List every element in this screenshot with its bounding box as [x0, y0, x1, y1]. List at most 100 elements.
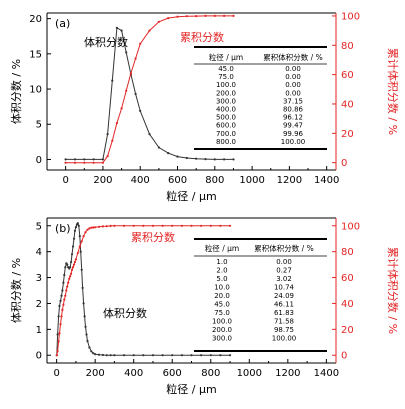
data-point — [101, 161, 104, 164]
data-point — [219, 224, 222, 227]
y-left-axis-title: 体积分数 / % — [9, 258, 23, 323]
data-point — [72, 263, 76, 266]
table-header-size: 粒径 / μm — [209, 52, 243, 62]
data-point — [171, 224, 174, 227]
table-cell-size: 200.0 — [216, 89, 236, 97]
data-point — [74, 258, 77, 261]
y-right-tick-label: 80 — [341, 41, 354, 52]
data-point — [232, 158, 235, 161]
data-point — [123, 224, 126, 227]
table-header-size: 粒径 / μm — [205, 243, 239, 253]
table-cell-size: 700.0 — [216, 130, 236, 138]
data-point — [78, 245, 81, 248]
data-point — [148, 133, 151, 136]
data-point — [57, 340, 60, 343]
data-point — [142, 354, 145, 357]
data-point — [79, 250, 82, 253]
y-right-tick-label: 100 — [341, 11, 360, 22]
data-point — [58, 332, 61, 335]
table-cell-size: 10.0 — [214, 284, 230, 292]
y-left-tick-label: 5 — [36, 120, 42, 131]
data-point — [185, 15, 188, 18]
data-point — [97, 353, 101, 356]
table-cell-size: 1.0 — [216, 258, 227, 266]
table-cell-cumulative: 0.00 — [285, 65, 301, 73]
table-cell-cumulative: 24.09 — [274, 292, 294, 300]
table-cell-cumulative: 0.00 — [285, 81, 301, 89]
table-cell-cumulative: 99.96 — [283, 130, 304, 138]
data-point — [232, 14, 235, 17]
data-point — [77, 224, 80, 227]
data-point — [90, 350, 93, 353]
data-point — [59, 299, 62, 302]
y-right-tick-label: 40 — [341, 299, 354, 310]
data-point — [58, 304, 61, 308]
table-cell-cumulative: 61.83 — [274, 309, 294, 317]
x-tick-label: 200 — [86, 368, 105, 379]
data-point — [57, 315, 60, 318]
data-point — [113, 354, 116, 357]
x-tick-label: 600 — [163, 368, 182, 379]
x-tick-label: 1400 — [314, 175, 339, 186]
data-point — [56, 350, 59, 353]
y-right-tick-label: 100 — [341, 221, 360, 232]
data-point — [115, 26, 118, 29]
y-left-tick-label: 15 — [29, 49, 42, 60]
data-point — [200, 224, 203, 227]
data-point — [70, 272, 73, 275]
x-tick-label: 800 — [201, 368, 220, 379]
data-point — [80, 240, 83, 243]
data-point — [176, 15, 179, 18]
data-point — [167, 152, 170, 155]
table-cell-cumulative: 10.74 — [274, 284, 295, 292]
data-point — [76, 222, 79, 225]
x-axis-title: 粒径 / μm — [166, 189, 216, 203]
data-point — [176, 155, 179, 158]
y-left-axis-title: 体积分数 / % — [9, 59, 23, 124]
data-point — [84, 231, 87, 234]
data-point — [60, 315, 63, 318]
data-point — [69, 275, 72, 278]
table-cell-size: 500.0 — [216, 114, 236, 122]
data-point — [223, 158, 226, 161]
table-cell-size: 75.0 — [218, 73, 234, 81]
data-point — [76, 251, 79, 255]
data-point — [105, 225, 108, 228]
data-point — [106, 155, 109, 158]
data-point — [167, 17, 170, 20]
data-point — [61, 308, 64, 311]
data-point — [70, 260, 73, 264]
data-point — [228, 224, 232, 227]
data-point — [70, 268, 74, 271]
table-cell-cumulative: 100.00 — [272, 335, 297, 343]
table-cell-size: 600.0 — [216, 122, 236, 130]
data-point — [92, 158, 95, 161]
y-left-tick-label: 2 — [36, 299, 42, 310]
data-point — [67, 281, 70, 284]
data-point — [111, 79, 114, 82]
table-cell-cumulative: 80.86 — [283, 106, 304, 114]
data-point — [219, 354, 222, 357]
x-tick-label: 400 — [131, 175, 150, 186]
data-point — [195, 15, 198, 18]
data-point — [109, 224, 112, 227]
x-tick-label: 600 — [168, 175, 187, 186]
data-point — [115, 121, 118, 125]
data-point — [132, 224, 135, 227]
data-point — [66, 263, 69, 266]
data-point — [86, 339, 89, 343]
table-cell-size: 100.0 — [216, 81, 236, 89]
data-point — [157, 146, 160, 149]
y-left-tick-label: 4 — [36, 247, 42, 258]
data-point — [129, 72, 132, 75]
table-cell-cumulative: 37.15 — [283, 97, 303, 105]
series-label-volume-fraction: 体积分数 — [84, 35, 128, 49]
x-tick-label: 400 — [124, 368, 143, 379]
data-point — [151, 354, 155, 357]
x-axis-title: 粒径 / μm — [166, 382, 216, 396]
data-point — [88, 227, 91, 230]
data-point — [92, 226, 95, 229]
data-point — [73, 158, 77, 161]
data-point — [88, 346, 91, 349]
y-left-tick-label: 20 — [29, 14, 42, 25]
